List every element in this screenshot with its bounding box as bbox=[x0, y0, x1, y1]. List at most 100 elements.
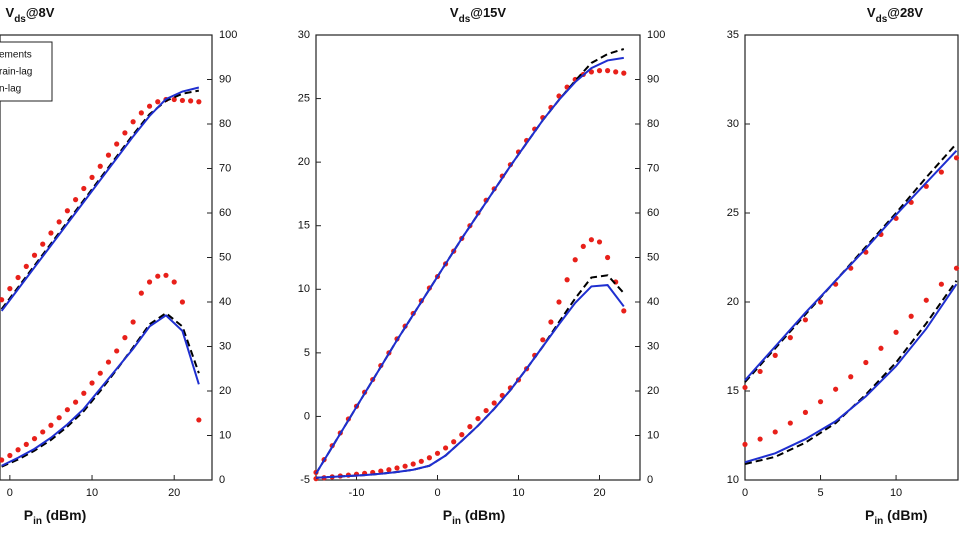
y-tick-label: 20 bbox=[298, 156, 310, 168]
y-tick-label: 10 bbox=[727, 474, 739, 486]
data-dot bbox=[0, 457, 5, 463]
data-dot bbox=[196, 99, 202, 105]
data-dot bbox=[613, 69, 619, 75]
x-tick-label: 10 bbox=[890, 487, 902, 499]
chart: Vds@28V Pin (dBm) 0 5 10 10 15 20 25 30 35 bbox=[727, 5, 960, 527]
data-dot bbox=[155, 99, 161, 105]
chart-title-base: V bbox=[450, 5, 459, 20]
y2-tick-label: 0 bbox=[647, 474, 653, 486]
data-dot bbox=[772, 429, 778, 435]
legend-box bbox=[0, 41, 53, 102]
chart-title-tail: @28V bbox=[887, 5, 923, 20]
data-dot bbox=[89, 174, 95, 180]
y2-tick-label: 20 bbox=[647, 385, 659, 397]
data-dot bbox=[138, 290, 144, 296]
data-dot bbox=[605, 68, 611, 74]
x-tick-label: 5 bbox=[817, 487, 823, 499]
x-axis-label-sub: in bbox=[874, 516, 883, 527]
data-dot bbox=[31, 436, 38, 442]
data-dot bbox=[556, 299, 562, 305]
data-dot bbox=[89, 380, 95, 386]
y-tick-label: 0 bbox=[304, 410, 310, 422]
dashed-line bbox=[315, 48, 625, 475]
legend: ements rain-lag n-lag bbox=[0, 41, 53, 102]
y2-tick-label: 10 bbox=[219, 429, 231, 441]
data-dot bbox=[410, 461, 416, 467]
x-tick-label: 10 bbox=[86, 487, 98, 499]
x-axis-label-base: P bbox=[865, 507, 874, 523]
chart-title: Vds@8V bbox=[6, 5, 55, 24]
data-dot bbox=[122, 130, 128, 136]
y2-tick-label: 50 bbox=[219, 251, 231, 263]
data-dot bbox=[40, 429, 46, 435]
data-dot bbox=[938, 281, 944, 287]
chart-title-base: V bbox=[6, 5, 15, 20]
data-dot bbox=[426, 455, 432, 461]
data-dot bbox=[97, 163, 103, 169]
data-dot bbox=[114, 348, 120, 354]
y-tick-label: 20 bbox=[727, 296, 739, 308]
y-tick-label: 10 bbox=[298, 283, 310, 295]
data-dot bbox=[81, 390, 87, 396]
y2-tick-label: 100 bbox=[647, 29, 665, 41]
data-dot bbox=[863, 359, 869, 366]
data-dot bbox=[757, 368, 763, 375]
x-tick-label: 20 bbox=[593, 487, 605, 499]
x-tick-label: 0 bbox=[434, 487, 440, 499]
data-dot bbox=[817, 299, 824, 305]
x-axis-label-sub: in bbox=[452, 516, 461, 527]
y-tick-label: 15 bbox=[727, 385, 739, 397]
data-dot bbox=[596, 239, 603, 245]
y2-tick-label: 20 bbox=[219, 385, 231, 397]
data-dot bbox=[451, 439, 457, 445]
chart-title-sub: ds bbox=[876, 14, 888, 25]
data-dot bbox=[130, 119, 136, 125]
plot-frame bbox=[315, 34, 641, 481]
data-dot bbox=[605, 254, 611, 261]
y-tick-label: 35 bbox=[727, 29, 739, 41]
y2-tick-label: 90 bbox=[219, 73, 231, 85]
solid-line bbox=[744, 283, 958, 464]
chart-title-tail: @8V bbox=[26, 5, 55, 20]
data-dot bbox=[15, 447, 21, 453]
data-dot bbox=[893, 329, 899, 335]
solid-line bbox=[1, 314, 200, 467]
data-dot bbox=[196, 417, 202, 423]
y2-tick-label: 100 bbox=[219, 29, 237, 41]
data-dot bbox=[580, 243, 586, 249]
dashed-line bbox=[315, 274, 625, 479]
data-dot bbox=[7, 452, 13, 459]
chart-title: Vds@15V bbox=[450, 5, 506, 24]
data-dot bbox=[588, 237, 595, 243]
data-dot bbox=[787, 420, 793, 426]
data-dot bbox=[772, 352, 778, 358]
x-axis-label-tail: (dBm) bbox=[461, 507, 505, 523]
x-tick-label: 20 bbox=[168, 487, 180, 499]
chart-title: Vds@28V bbox=[867, 5, 923, 24]
y-tick-label: 5 bbox=[304, 347, 310, 359]
x-tick-label: 10 bbox=[512, 487, 524, 499]
data-dot bbox=[596, 68, 603, 74]
legend-label: rain-lag bbox=[0, 67, 32, 78]
solid-line bbox=[315, 284, 625, 479]
data-dot bbox=[572, 257, 578, 263]
data-dot bbox=[548, 319, 554, 325]
data-dot bbox=[146, 279, 153, 285]
legend-label: n-lag bbox=[0, 84, 21, 95]
plot-frame bbox=[744, 34, 959, 481]
y2-tick-label: 50 bbox=[647, 251, 659, 263]
legend-label: ements bbox=[0, 50, 32, 61]
y2-tick-label: 30 bbox=[647, 340, 659, 352]
data-dot bbox=[171, 279, 177, 285]
data-dot bbox=[15, 274, 21, 281]
data-dot bbox=[787, 335, 793, 341]
data-dot bbox=[23, 263, 29, 269]
data-dot bbox=[757, 436, 763, 442]
data-dot bbox=[48, 230, 54, 236]
x-axis-label-base: P bbox=[24, 507, 33, 523]
data-dot bbox=[31, 252, 38, 258]
dashed-line bbox=[0, 89, 200, 310]
data-dot bbox=[540, 337, 546, 343]
data-dot bbox=[434, 450, 441, 456]
data-dot bbox=[394, 465, 400, 471]
